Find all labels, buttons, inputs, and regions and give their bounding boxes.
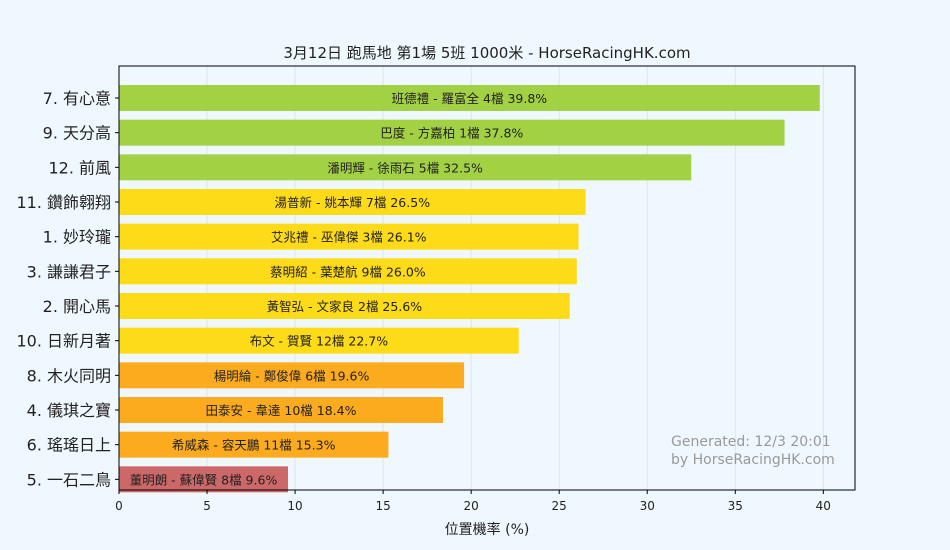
x-tick-label: 5: [203, 499, 211, 513]
bar: [119, 293, 570, 319]
y-tick-label: 9. 天分高: [43, 124, 111, 143]
x-tick-label: 40: [816, 499, 831, 513]
x-tick-label: 25: [552, 499, 567, 513]
annotation-line-2: by HorseRacingHK.com: [671, 452, 835, 468]
bar: [119, 362, 465, 389]
y-tick-label: 4. 儀琪之寶: [27, 401, 111, 420]
bar-label: 班德禮 - 羅富全 4檔 39.8%: [392, 91, 548, 106]
bar: [119, 397, 443, 423]
bar-label: 巴度 - 方嘉柏 1檔 37.8%: [380, 126, 523, 141]
bar-label: 黃智弘 - 文家良 2檔 25.6%: [267, 299, 423, 314]
bar-label: 董明朗 - 蘇偉賢 8檔 9.6%: [130, 472, 278, 487]
y-tick-label: 2. 開心馬: [43, 297, 111, 316]
y-tick-label: 5. 一石二鳥: [27, 470, 111, 489]
y-tick-label: 12. 前風: [48, 158, 111, 177]
bar-label: 潘明輝 - 徐雨石 5檔 32.5%: [327, 160, 483, 175]
bar: [119, 431, 389, 458]
chart-title: 3月12日 跑馬地 第1場 5班 1000米 - HorseRacingHK.c…: [283, 44, 690, 62]
bar: [119, 189, 586, 215]
x-tick-label: 30: [640, 499, 655, 513]
bar: [119, 258, 577, 285]
bar: [119, 85, 820, 111]
y-tick-label: 11. 鑽飾翱翔: [16, 193, 111, 212]
annotation-line-1: Generated: 12/3 20:01: [671, 434, 831, 450]
bar: [119, 327, 519, 354]
bar-label: 艾兆禮 - 巫偉傑 3檔 26.1%: [271, 230, 427, 245]
bar-label: 蔡明紹 - 葉楚航 9檔 26.0%: [270, 264, 426, 279]
y-tick-label: 6. 瑤瑤日上: [27, 436, 111, 455]
y-tick-label: 8. 木火同明: [27, 366, 111, 385]
bar-label: 田泰安 - 韋達 10檔 18.4%: [205, 403, 356, 418]
y-tick-label: 10. 日新月著: [16, 332, 111, 351]
bar: [119, 466, 289, 493]
bar-label: 湯普新 - 姚本輝 7檔 26.5%: [275, 195, 431, 210]
x-tick-label: 15: [375, 499, 390, 513]
x-tick-label: 10: [287, 499, 302, 513]
y-tick-label: 1. 妙玲瓏: [43, 228, 111, 247]
x-tick-label: 20: [464, 499, 479, 513]
bar: [119, 223, 579, 250]
bar-label: 楊明綸 - 鄭俊偉 6檔 19.6%: [214, 368, 370, 383]
x-axis-label: 位置機率 (%): [445, 521, 530, 538]
bar: [119, 154, 692, 181]
bar-label: 希威森 - 容天鵬 11檔 15.3%: [172, 438, 336, 453]
y-tick-label: 7. 有心意: [43, 89, 111, 108]
y-tick-label: 3. 謙謙君子: [27, 262, 111, 281]
bar: [119, 119, 785, 146]
x-tick-label: 35: [728, 499, 743, 513]
x-tick-label: 0: [115, 499, 123, 513]
plot-frame: [118, 65, 856, 491]
bar-label: 布文 - 賀賢 12檔 22.7%: [250, 334, 389, 349]
